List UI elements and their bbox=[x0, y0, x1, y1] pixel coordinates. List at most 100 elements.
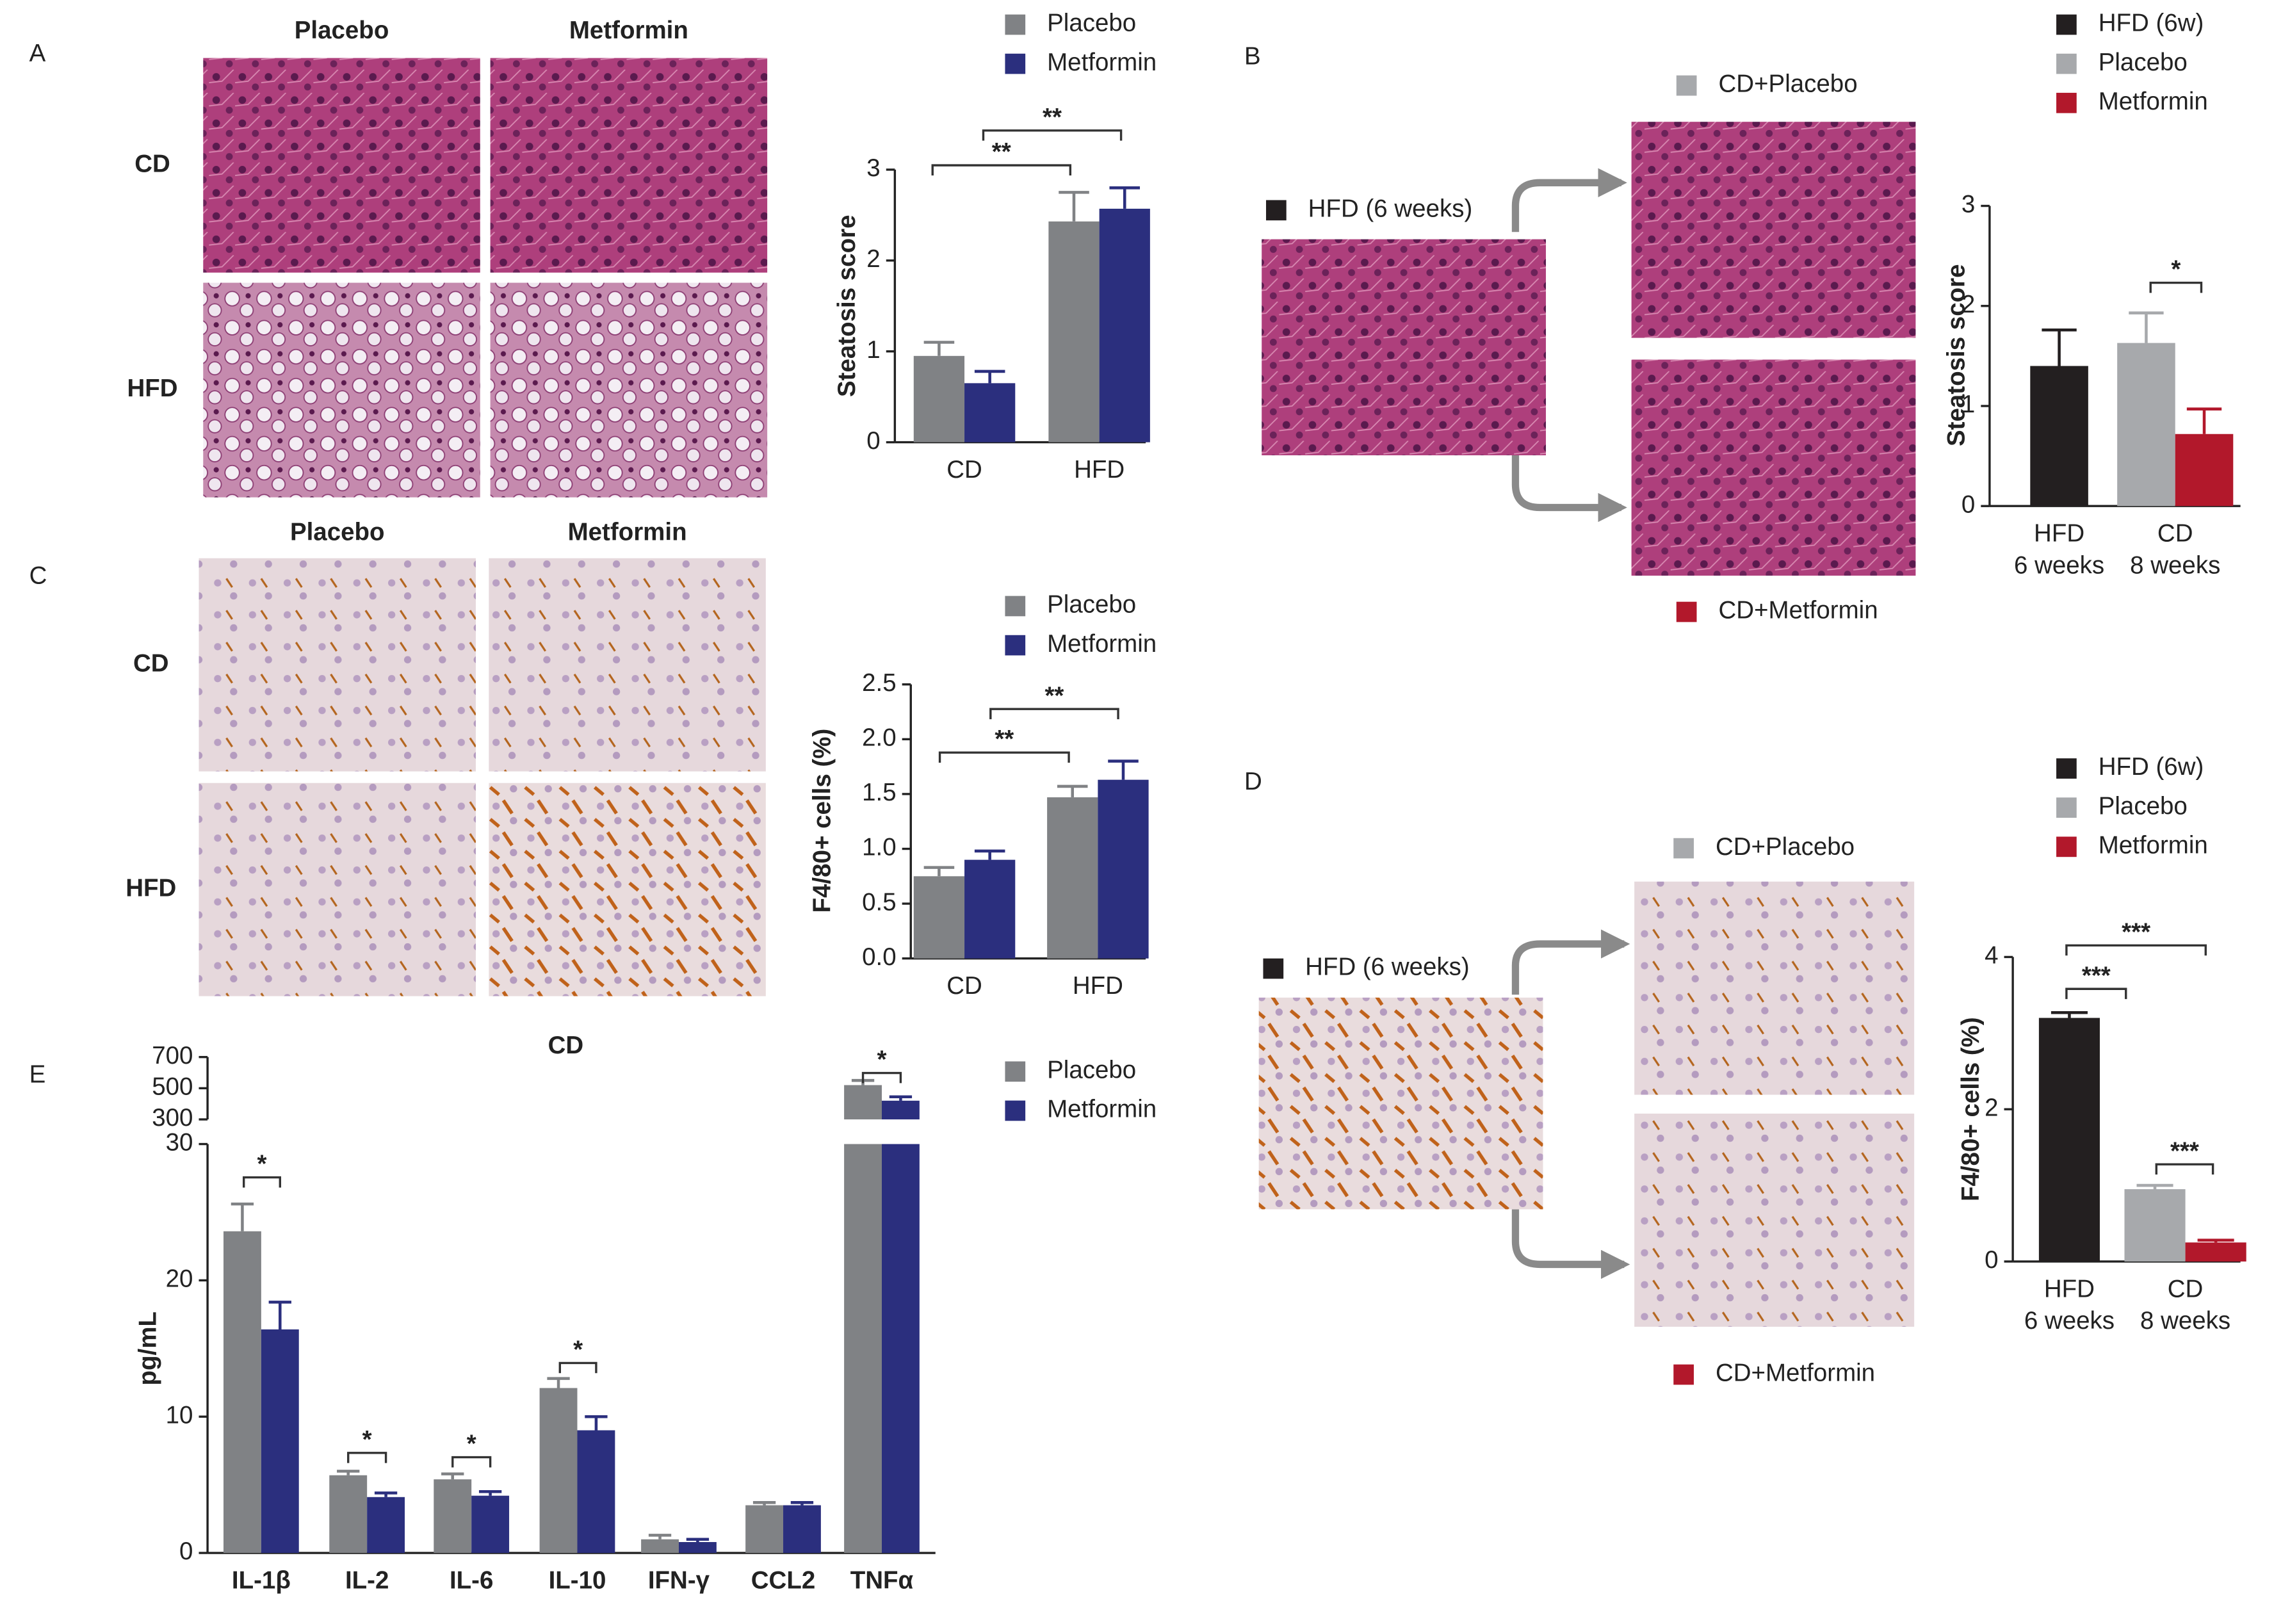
micrograph bbox=[199, 783, 476, 996]
significance-bracket bbox=[451, 1456, 492, 1468]
x-tick-label: HFD bbox=[1074, 456, 1125, 483]
significance-bracket bbox=[938, 751, 1070, 763]
bar bbox=[577, 1430, 615, 1554]
image-label: HFD (6 weeks) bbox=[1308, 195, 1473, 222]
legend-label: Metformin bbox=[2099, 88, 2208, 115]
error-bar bbox=[374, 1491, 398, 1497]
error-bar bbox=[686, 1538, 710, 1543]
x-tick-label: 6 weeks bbox=[2024, 1307, 2115, 1335]
y-axis-label: Steatosis score bbox=[1942, 264, 1970, 446]
bar bbox=[2038, 1018, 2100, 1262]
y-tick-label: 10 bbox=[166, 1401, 193, 1429]
bar bbox=[964, 859, 1016, 959]
significance-label: * bbox=[573, 1336, 583, 1363]
y-tick-label: 2 bbox=[1961, 291, 1975, 318]
micrograph bbox=[199, 558, 476, 772]
significance-label: *** bbox=[2170, 1137, 2199, 1165]
error-bar bbox=[268, 1301, 291, 1329]
y-tick-label: 1.5 bbox=[862, 779, 897, 806]
error-bar bbox=[1057, 784, 1088, 798]
y-tick-label: 4 bbox=[1985, 942, 1998, 970]
x-tick-label: IL-6 bbox=[450, 1567, 493, 1595]
x-tick-label: HFD bbox=[2034, 520, 2084, 548]
micrograph bbox=[489, 783, 766, 996]
error-bar bbox=[585, 1415, 608, 1431]
significance-bracket bbox=[931, 164, 1072, 175]
significance-bracket bbox=[558, 1361, 597, 1374]
significance-bracket bbox=[347, 1452, 387, 1463]
error-bar bbox=[974, 849, 1005, 860]
micrograph bbox=[203, 58, 480, 273]
x-tick-label: CD bbox=[946, 972, 982, 1000]
error-bar bbox=[337, 1470, 360, 1475]
significance-label: *** bbox=[2122, 918, 2150, 946]
x-tick-label: IL-10 bbox=[549, 1567, 606, 1595]
significance-label: ** bbox=[995, 726, 1014, 753]
y-tick-label: 1 bbox=[1961, 391, 1975, 418]
x-tick-label: CD bbox=[2157, 520, 2193, 548]
x-tick-label: 8 weeks bbox=[2140, 1307, 2230, 1335]
image-label: CD+Placebo bbox=[1716, 833, 1855, 861]
error-bar bbox=[2186, 407, 2222, 434]
image-column-label: Placebo bbox=[290, 518, 385, 546]
y-tick-label: 20 bbox=[166, 1265, 193, 1293]
y-tick-label: 300 bbox=[152, 1104, 193, 1132]
significance-label: * bbox=[257, 1151, 267, 1178]
error-bar bbox=[889, 1095, 913, 1101]
error-bar bbox=[2136, 1183, 2173, 1189]
error-bar bbox=[2197, 1238, 2234, 1243]
bar bbox=[367, 1497, 405, 1554]
legend-label: Metformin bbox=[2099, 832, 2208, 859]
y-tick-label: 0.0 bbox=[862, 943, 897, 971]
y-tick-label: 1.0 bbox=[862, 834, 897, 861]
significance-label: ** bbox=[1043, 104, 1062, 131]
significance-bracket bbox=[2065, 987, 2127, 1000]
significance-bracket bbox=[243, 1176, 282, 1188]
micrograph bbox=[1631, 122, 1916, 338]
y-tick-label: 0 bbox=[1985, 1246, 1998, 1274]
micrograph bbox=[1631, 359, 1916, 576]
error-bar bbox=[1109, 186, 1141, 209]
error-bar bbox=[1059, 191, 1089, 222]
y-tick-label: 0 bbox=[179, 1538, 193, 1565]
error-bar bbox=[974, 369, 1005, 384]
micrograph bbox=[1262, 239, 1547, 455]
bar bbox=[1047, 797, 1098, 959]
y-tick-label: 30 bbox=[166, 1129, 193, 1157]
bar bbox=[1099, 208, 1150, 443]
legend-label: Metformin bbox=[1047, 49, 1157, 76]
panel-letter: C bbox=[29, 562, 47, 589]
legend-swatch bbox=[2056, 92, 2077, 113]
bar bbox=[2124, 1189, 2186, 1262]
significance-bracket bbox=[2155, 1163, 2214, 1175]
legend-swatch bbox=[2056, 14, 2077, 35]
error-bar bbox=[752, 1501, 776, 1506]
y-axis-label: F4/80+ cells (%) bbox=[809, 729, 836, 913]
error-bar bbox=[478, 1490, 502, 1496]
legend-label: HFD (6w) bbox=[2099, 10, 2204, 37]
legend-label: Metformin bbox=[1047, 1096, 1157, 1123]
y-tick-label: 700 bbox=[152, 1042, 193, 1069]
arrow bbox=[1511, 929, 1630, 995]
error-bar bbox=[2051, 1011, 2088, 1018]
significance-label: *** bbox=[2082, 962, 2111, 989]
micrograph bbox=[490, 282, 768, 498]
legend-swatch bbox=[1005, 635, 1026, 656]
micrograph bbox=[490, 58, 768, 273]
error-bar bbox=[2129, 311, 2164, 343]
legend-label: Placebo bbox=[2099, 792, 2188, 820]
bar bbox=[1098, 779, 1149, 959]
legend-label: Placebo bbox=[1047, 591, 1136, 619]
bar bbox=[783, 1505, 821, 1554]
panel-letter: A bbox=[29, 40, 46, 67]
error-bar bbox=[923, 341, 955, 356]
error-bar bbox=[790, 1501, 814, 1506]
bar bbox=[881, 1144, 920, 1554]
bar bbox=[223, 1231, 261, 1554]
bar bbox=[2175, 434, 2234, 507]
legend-swatch bbox=[2056, 836, 2077, 857]
error-bar bbox=[923, 866, 955, 877]
significance-bracket bbox=[982, 129, 1123, 141]
bar bbox=[1048, 221, 1100, 443]
